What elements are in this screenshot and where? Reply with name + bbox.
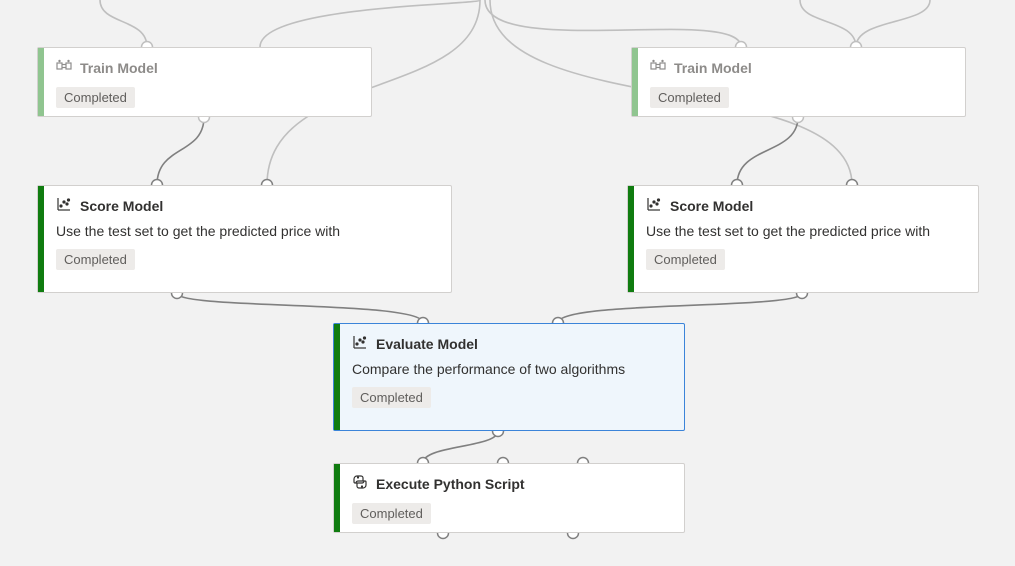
status-stripe <box>38 186 44 292</box>
node-title-row: Execute Python Script <box>352 474 672 493</box>
node-title: Train Model <box>80 60 158 76</box>
status-badge: Completed <box>56 87 135 108</box>
status-stripe <box>628 186 634 292</box>
pipeline-edge <box>800 0 856 47</box>
scatter-chart-icon <box>56 196 72 215</box>
status-badge: Completed <box>352 387 431 408</box>
status-stripe <box>334 464 340 532</box>
status-stripe <box>38 48 44 116</box>
node-title-row: Train Model <box>56 58 359 77</box>
pipeline-node[interactable]: Evaluate Model Compare the performance of… <box>333 323 685 431</box>
node-title-row: Score Model <box>56 196 439 215</box>
pipeline-canvas[interactable]: { "canvas": { "width": 1015, "height": 5… <box>0 0 1015 566</box>
node-title-row: Score Model <box>646 196 966 215</box>
status-badge: Completed <box>650 87 729 108</box>
pipeline-node[interactable]: Score Model Use the test set to get the p… <box>37 185 452 293</box>
pipeline-node[interactable]: Train Model Completed <box>37 47 372 117</box>
train-model-icon <box>650 58 666 77</box>
pipeline-node[interactable]: Score Model Use the test set to get the p… <box>627 185 979 293</box>
node-title-row: Evaluate Model <box>352 334 672 353</box>
status-stripe <box>632 48 638 116</box>
pipeline-edge <box>423 431 498 463</box>
status-stripe <box>334 324 340 430</box>
train-model-icon <box>56 58 72 77</box>
status-badge: Completed <box>56 249 135 270</box>
pipeline-edge <box>856 0 930 47</box>
pipeline-edge <box>737 117 798 185</box>
pipeline-edge <box>177 293 423 323</box>
pipeline-edge <box>260 0 480 47</box>
node-title: Evaluate Model <box>376 336 478 352</box>
node-description: Compare the performance of two algorithm… <box>352 361 672 377</box>
pipeline-edge <box>485 0 741 47</box>
status-badge: Completed <box>352 503 431 524</box>
node-title: Execute Python Script <box>376 476 525 492</box>
pipeline-node[interactable]: Train Model Completed <box>631 47 966 117</box>
pipeline-node[interactable]: Execute Python Script Completed <box>333 463 685 533</box>
scatter-chart-icon <box>646 196 662 215</box>
pipeline-edge <box>100 0 147 47</box>
pipeline-edge <box>157 117 204 185</box>
node-title: Train Model <box>674 60 752 76</box>
node-description: Use the test set to get the predicted pr… <box>646 223 966 239</box>
python-icon <box>352 474 368 493</box>
status-badge: Completed <box>646 249 725 270</box>
node-title: Score Model <box>670 198 753 214</box>
scatter-chart-icon <box>352 334 368 353</box>
node-title-row: Train Model <box>650 58 953 77</box>
node-title: Score Model <box>80 198 163 214</box>
pipeline-edge <box>558 293 802 323</box>
node-description: Use the test set to get the predicted pr… <box>56 223 439 239</box>
